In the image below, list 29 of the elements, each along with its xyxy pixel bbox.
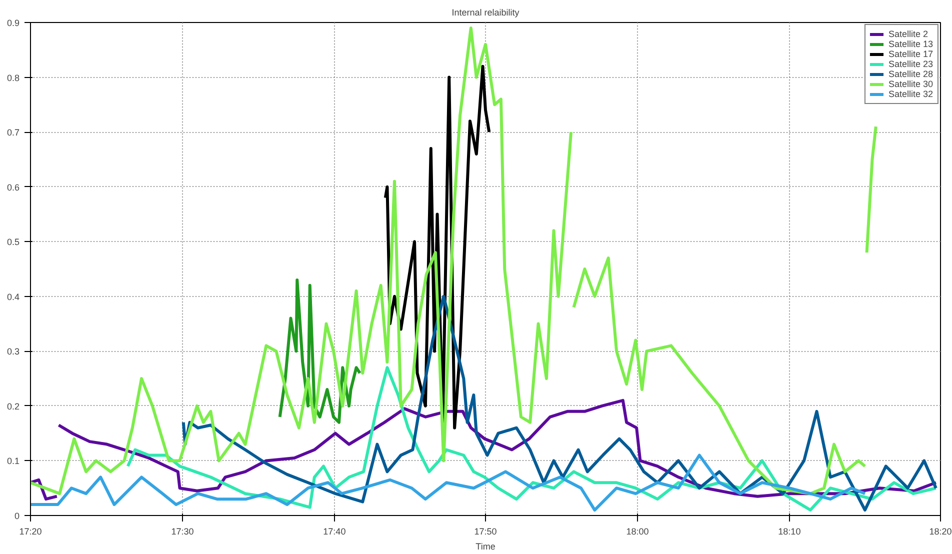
x-tick-label: 17:40 <box>323 526 346 536</box>
x-tick-label: 17:50 <box>474 526 497 536</box>
x-tick-label: 17:30 <box>171 526 194 536</box>
legend-label: Satellite 17 <box>888 49 933 59</box>
y-tick-label: 0.8 <box>6 72 20 83</box>
y-tick-label: 0.4 <box>6 292 20 302</box>
chart-title: Internal relaibility <box>452 8 520 18</box>
legend-label: Satellite 13 <box>888 39 933 49</box>
y-tick-label: 0.9 <box>6 18 20 28</box>
y-tick-label: 0.7 <box>6 128 20 138</box>
y-tick-label: 0.3 <box>6 346 20 357</box>
legend-label: Satellite 30 <box>888 79 933 89</box>
y-tick-label: 0.2 <box>6 401 20 412</box>
x-axis-title: Time <box>476 542 496 552</box>
line-series <box>182 294 938 512</box>
x-tick-label: 18:10 <box>778 526 801 536</box>
x-tick-label: 17:20 <box>19 526 42 536</box>
legend-label: Satellite 23 <box>888 59 933 69</box>
line-series <box>30 454 866 512</box>
y-tick-label: 0 <box>14 511 20 521</box>
y-tick-label: 0.1 <box>6 456 20 466</box>
legend-label: Satellite 2 <box>888 29 928 39</box>
x-tick-label: 18:20 <box>929 526 952 536</box>
x-tick-label: 18:00 <box>626 526 649 536</box>
line-series <box>278 278 362 424</box>
y-tick-label: 0.6 <box>6 182 20 192</box>
legend-label: Satellite 28 <box>888 69 933 79</box>
y-tick-label: 0.5 <box>6 237 20 248</box>
legend-label: Satellite 32 <box>888 89 933 99</box>
